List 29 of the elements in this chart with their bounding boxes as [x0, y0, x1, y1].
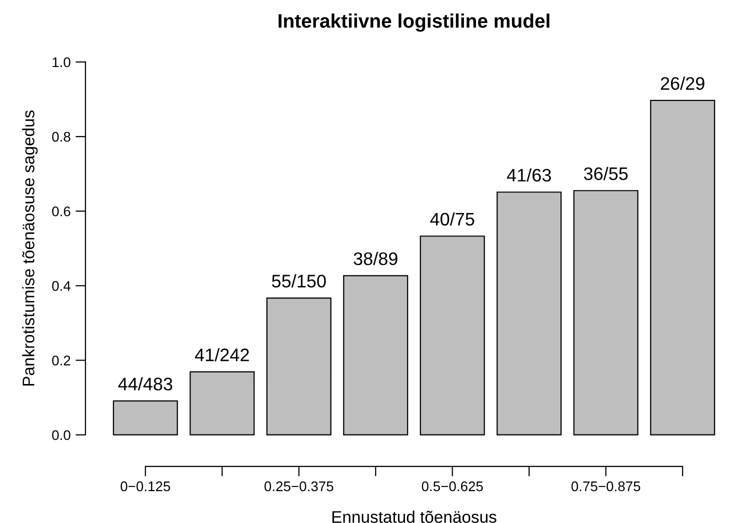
bar	[650, 100, 716, 436]
y-tick-label: 0.0	[52, 430, 70, 440]
y-tick-label: 0.4	[52, 281, 70, 291]
data-label: 41/242	[194, 348, 249, 362]
y-tick-label: 1.0	[52, 57, 70, 68]
data-label: 44/483	[118, 377, 172, 390]
data-label: 41/63	[506, 168, 551, 182]
y-tick-label: 0.2	[52, 356, 70, 366]
x-tick-label: 0.5−0.625	[422, 481, 483, 492]
x-axis-title: Ennustatud tõenäosus	[332, 510, 496, 523]
y-tick-label: 0.6	[52, 206, 70, 216]
x-tick-label: 0.25−0.375	[264, 481, 334, 492]
bar	[266, 297, 332, 436]
bar	[343, 275, 408, 436]
data-label: 26/29	[660, 76, 704, 90]
bar	[496, 192, 562, 436]
x-tick-label: 0.75−0.875	[571, 481, 640, 492]
y-tick-label: 0.8	[52, 132, 70, 142]
data-label: 40/75	[430, 212, 474, 226]
bar	[420, 236, 485, 436]
y-axis-title: Pankrotistumise tõenäosuse sagedus	[22, 110, 38, 386]
x-tick-label: 0−0.125	[120, 481, 170, 492]
bar	[190, 371, 255, 436]
data-label: 38/89	[354, 252, 398, 266]
chart-title: Interaktiivne logistiline mudel	[278, 14, 550, 32]
bar	[112, 400, 178, 436]
data-label: 36/55	[584, 166, 628, 180]
data-label: 55/150	[272, 274, 326, 288]
bar	[573, 190, 638, 436]
